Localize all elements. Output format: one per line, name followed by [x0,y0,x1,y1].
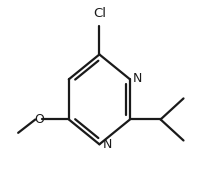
Text: O: O [34,113,44,126]
Text: N: N [102,138,112,151]
Text: Cl: Cl [93,7,106,20]
Text: N: N [133,72,142,85]
